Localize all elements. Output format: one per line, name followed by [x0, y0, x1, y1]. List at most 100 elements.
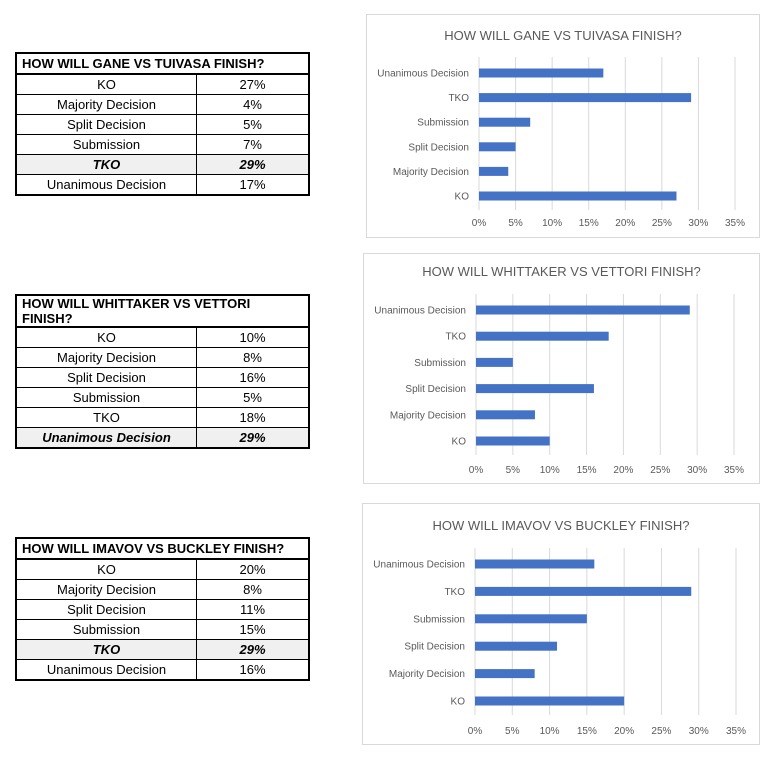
table-row: Submission 5% — [15, 387, 310, 408]
table-title: HOW WILL IMAVOV VS BUCKLEY FINISH? — [15, 537, 310, 560]
table-row: Split Decision 5% — [15, 114, 310, 135]
bar — [475, 641, 558, 651]
chart-whittaker-vettori: HOW WILL WHITTAKER VS VETTORI FINISH? 0% 5… — [363, 253, 760, 484]
chart-svg: HOW WILL WHITTAKER VS VETTORI FINISH? 0% 5… — [374, 264, 744, 476]
row-value: 18% — [196, 407, 310, 428]
x-tick-label: 10% — [540, 726, 560, 737]
table-row: Unanimous Decision 17% — [15, 174, 310, 196]
chart-imavov-buckley: HOW WILL IMAVOV VS BUCKLEY FINISH? 0% 5% 10… — [362, 503, 760, 745]
row-value: 11% — [196, 599, 310, 620]
category-label: TKO — [444, 587, 465, 598]
results-table-imavov-buckley: HOW WILL IMAVOV VS BUCKLEY FINISH? KO 20%… — [15, 537, 310, 681]
x-tick-label: 35% — [725, 218, 745, 229]
category-label: Majority Decision — [390, 410, 466, 421]
row-label: KO — [15, 558, 197, 580]
category-label: KO — [451, 697, 466, 708]
bar — [476, 436, 550, 446]
table-row-highlighted: Unanimous Decision 29% — [15, 427, 310, 449]
table-row-highlighted: TKO 29% — [15, 154, 310, 175]
table-row: KO 10% — [15, 326, 310, 348]
x-tick-label: 25% — [652, 218, 672, 229]
chart-gane-tuivasa: HOW WILL GANE VS TUIVASA FINISH? 0% 5% 10% 1… — [366, 14, 760, 238]
chart-title: HOW WILL WHITTAKER VS VETTORI FINISH? — [422, 264, 701, 279]
table-title: HOW WILL WHITTAKER VS VETTORI FINISH? — [15, 294, 310, 328]
table-row: KO 27% — [15, 73, 310, 95]
chart-svg: HOW WILL GANE VS TUIVASA FINISH? 0% 5% 10% 1… — [377, 28, 745, 229]
row-value: 4% — [196, 94, 310, 115]
row-label: Submission — [15, 134, 197, 155]
row-value: 7% — [196, 134, 310, 155]
row-label: Split Decision — [15, 367, 197, 388]
category-label: Majority Decision — [393, 167, 469, 178]
category-label: Submission — [417, 118, 469, 129]
bar — [479, 93, 692, 103]
bar — [475, 559, 595, 569]
row-value: 16% — [196, 659, 310, 681]
row-label: TKO — [15, 407, 197, 428]
table-row: TKO 18% — [15, 407, 310, 428]
x-tick-label: 10% — [540, 465, 560, 476]
row-value: 29% — [196, 154, 310, 175]
category-label: Split Decision — [405, 384, 466, 395]
row-value: 8% — [196, 347, 310, 368]
x-tick-label: 25% — [651, 726, 671, 737]
row-label: Split Decision — [15, 114, 197, 135]
row-value: 29% — [196, 639, 310, 660]
row-label: KO — [15, 73, 197, 95]
category-label: Split Decision — [408, 142, 469, 153]
row-value: 16% — [196, 367, 310, 388]
row-value: 29% — [196, 427, 310, 449]
category-label: Submission — [413, 614, 465, 625]
row-value: 5% — [196, 387, 310, 408]
row-label: Submission — [15, 619, 197, 640]
row-label: Majority Decision — [15, 579, 197, 600]
x-tick-label: 5% — [506, 465, 521, 476]
category-label: TKO — [448, 93, 469, 104]
bar — [476, 357, 513, 367]
bar — [475, 614, 587, 624]
row-value: 20% — [196, 558, 310, 580]
x-tick-label: 35% — [726, 726, 746, 737]
row-label: Split Decision — [15, 599, 197, 620]
table-title: HOW WILL GANE VS TUIVASA FINISH? — [15, 52, 310, 75]
bar — [479, 191, 677, 201]
x-tick-label: 25% — [650, 465, 670, 476]
row-value: 10% — [196, 326, 310, 348]
row-label: Majority Decision — [15, 347, 197, 368]
x-tick-label: 30% — [689, 726, 709, 737]
category-label: KO — [455, 192, 470, 203]
chart-svg: HOW WILL IMAVOV VS BUCKLEY FINISH? 0% 5% 10… — [373, 518, 746, 737]
row-label: KO — [15, 326, 197, 348]
x-tick-label: 15% — [577, 726, 597, 737]
category-label: TKO — [445, 332, 466, 343]
row-label: TKO — [15, 639, 197, 660]
table-row: Split Decision 16% — [15, 367, 310, 388]
bar — [479, 68, 604, 78]
chart-title: HOW WILL GANE VS TUIVASA FINISH? — [444, 28, 681, 43]
x-tick-label: 15% — [579, 218, 599, 229]
row-label: Unanimous Decision — [15, 174, 197, 196]
table-row: Unanimous Decision 16% — [15, 659, 310, 681]
row-value: 17% — [196, 174, 310, 196]
x-tick-label: 15% — [577, 465, 597, 476]
row-label: Unanimous Decision — [15, 659, 197, 681]
row-label: Majority Decision — [15, 94, 197, 115]
bar — [476, 305, 690, 315]
x-tick-label: 10% — [542, 218, 562, 229]
x-tick-label: 35% — [724, 465, 744, 476]
category-label: Majority Decision — [389, 669, 465, 680]
bar — [475, 669, 535, 679]
x-tick-label: 20% — [613, 465, 633, 476]
row-value: 5% — [196, 114, 310, 135]
row-value: 27% — [196, 73, 310, 95]
bar — [479, 166, 509, 176]
table-row-highlighted: TKO 29% — [15, 639, 310, 660]
bar — [476, 384, 594, 394]
bar — [475, 586, 692, 596]
category-label: Split Decision — [404, 642, 465, 653]
x-tick-label: 20% — [614, 726, 634, 737]
results-table-whittaker-vettori: HOW WILL WHITTAKER VS VETTORI FINISH? KO… — [15, 294, 310, 449]
x-tick-label: 0% — [472, 218, 487, 229]
table-row: Majority Decision 4% — [15, 94, 310, 115]
bar — [479, 142, 516, 152]
